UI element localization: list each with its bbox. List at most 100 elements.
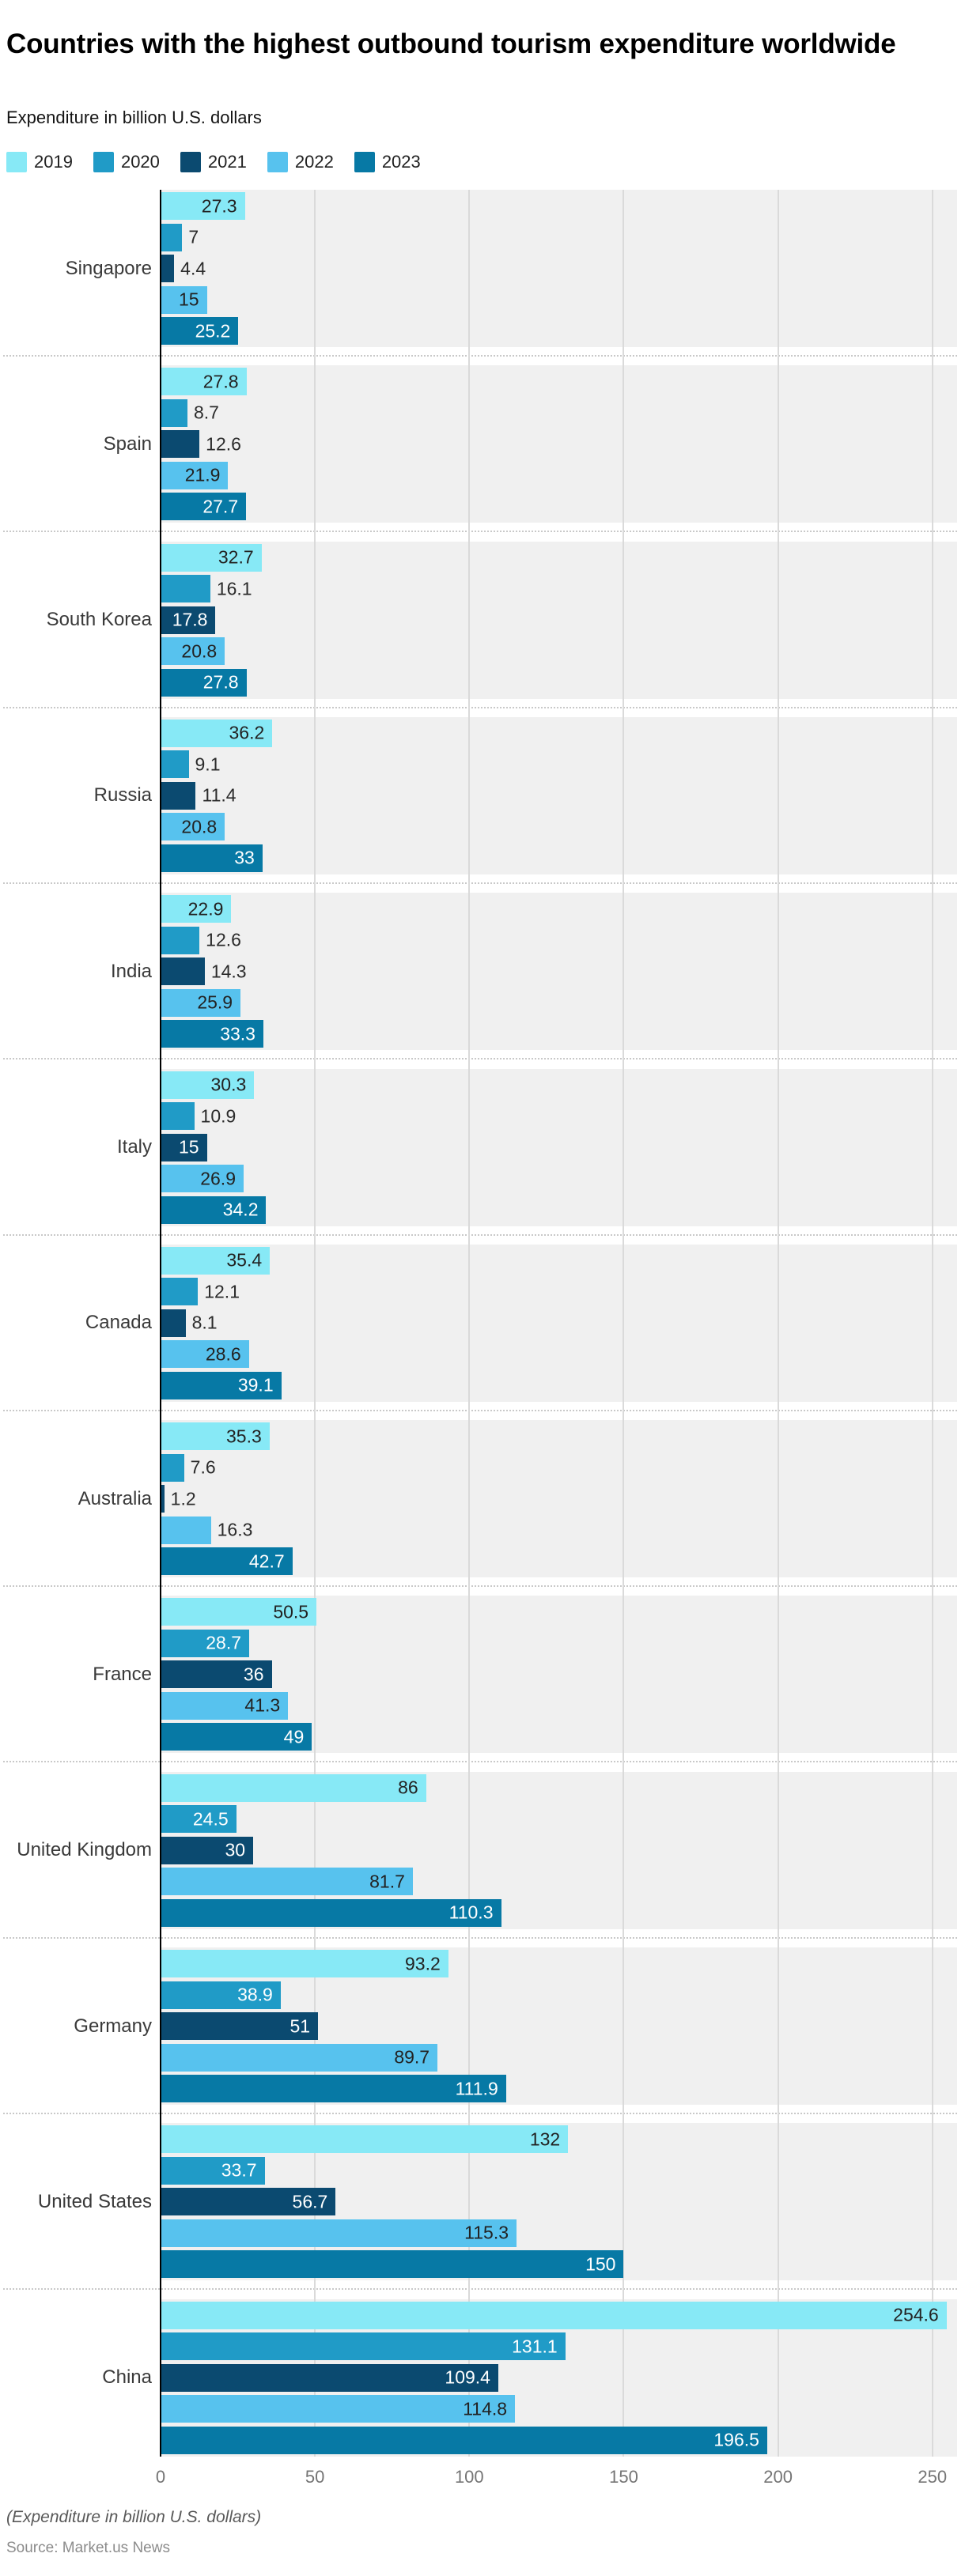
bar-canada-2021[interactable]: 8.1 [161, 1309, 218, 1337]
bar-canada-2020[interactable]: 12.1 [161, 1278, 240, 1306]
bar-china-2023[interactable]: 196.5 [161, 2426, 767, 2454]
bar-south-korea-2022[interactable]: 20.8 [161, 637, 225, 666]
bar-germany-2022[interactable]: 89.7 [161, 2043, 438, 2072]
bar-value-label: 150 [585, 2253, 616, 2275]
bar-value-label: 7 [188, 226, 199, 247]
bar-singapore-2021[interactable]: 4.4 [161, 255, 206, 282]
bar-united-kingdom-2019[interactable]: 86 [161, 1773, 426, 1802]
bar-united-kingdom-2020[interactable]: 24.5 [161, 1805, 237, 1834]
legend-item-2021[interactable]: 2021 [180, 152, 247, 172]
bar-united-kingdom-2023[interactable]: 110.3 [161, 1898, 501, 1927]
bar-italy-2020[interactable]: 10.9 [161, 1102, 236, 1130]
category-label-italy: Italy [116, 1136, 152, 1158]
bar-germany-2023[interactable]: 111.9 [161, 2075, 506, 2102]
bar-spain-2023[interactable]: 27.7 [161, 493, 247, 521]
bar-india-2019[interactable]: 22.9 [161, 895, 232, 924]
bar-united-states-2022[interactable]: 115.3 [161, 2219, 517, 2247]
bar-south-korea-2021[interactable]: 17.8 [161, 606, 216, 634]
bar-canada-2023[interactable]: 39.1 [161, 1371, 282, 1399]
bar-value-label: 35.3 [226, 1426, 262, 1447]
bar-united-kingdom-2022[interactable]: 81.7 [161, 1868, 413, 1896]
category-separator [3, 2288, 957, 2291]
bar-canada-2019[interactable]: 35.4 [161, 1246, 271, 1275]
bar-value-label: 27.7 [202, 496, 239, 517]
bar-south-korea-2019[interactable]: 32.7 [161, 543, 262, 572]
bar-united-kingdom-2021[interactable]: 30 [161, 1836, 254, 1864]
bar-singapore-2022[interactable]: 15 [161, 285, 207, 314]
bar-india-2021[interactable]: 14.3 [161, 958, 247, 986]
chart-title: Countries with the highest outbound tour… [6, 28, 896, 60]
bar-india-2020[interactable]: 12.6 [161, 926, 241, 954]
bar-singapore-2020[interactable]: 7 [161, 223, 199, 251]
bar-france-2019[interactable]: 50.5 [161, 1598, 317, 1626]
bar-italy-2022[interactable]: 26.9 [161, 1165, 244, 1192]
bar-india-2023[interactable]: 33.3 [161, 1020, 263, 1048]
bar-spain-2021[interactable]: 12.6 [161, 430, 241, 459]
bar-south-korea-2020[interactable]: 16.1 [161, 575, 252, 603]
bar-france-2023[interactable]: 49 [161, 1723, 312, 1751]
bar-france-2022[interactable]: 41.3 [161, 1691, 289, 1720]
bar-germany-2021[interactable]: 51 [161, 2012, 319, 2040]
category-separator [3, 1409, 957, 1411]
legend-item-2020[interactable]: 2020 [93, 152, 160, 172]
bar-italy-2023[interactable]: 34.2 [161, 1195, 267, 1224]
bar-italy-2021[interactable]: 15 [161, 1133, 207, 1161]
bar-value-label: 36.2 [229, 722, 265, 743]
bar-value-label: 1.2 [170, 1488, 196, 1509]
bar-value-label: 41.3 [244, 1694, 281, 1716]
bar-united-states-2019[interactable]: 132 [161, 2125, 569, 2154]
bar-australia-2021[interactable]: 1.2 [161, 1485, 196, 1513]
bar-value-label: 32.7 [218, 546, 254, 568]
bar-china-2019[interactable]: 254.6 [161, 2301, 947, 2329]
bar-united-states-2023[interactable]: 150 [161, 2250, 624, 2279]
legend-label: 2019 [34, 152, 73, 172]
bar-south-korea-2023[interactable]: 27.8 [161, 668, 247, 697]
bar-value-label: 35.4 [226, 1249, 263, 1271]
bar-france-2020[interactable]: 28.7 [161, 1629, 250, 1657]
legend-item-2019[interactable]: 2019 [6, 152, 73, 172]
bar-value-label: 196.5 [713, 2429, 759, 2450]
bar-value-label: 132 [529, 2128, 561, 2150]
bar-value-label: 33.7 [221, 2159, 257, 2181]
x-tick-label-250: 250 [918, 2466, 948, 2487]
bar-italy-2019[interactable]: 30.3 [161, 1071, 255, 1099]
bar-value-label: 27.8 [202, 671, 239, 693]
category-band-singapore [161, 190, 957, 347]
bar-india-2022[interactable]: 25.9 [161, 988, 241, 1017]
bar-australia-2023[interactable]: 42.7 [161, 1547, 293, 1576]
bar-spain-2019[interactable]: 27.8 [161, 368, 247, 396]
bar-spain-2022[interactable]: 21.9 [161, 461, 229, 489]
bar-value-label: 34.2 [222, 1199, 259, 1220]
bar-france-2021[interactable]: 36 [161, 1660, 272, 1689]
gridline-250 [931, 190, 933, 2457]
bar-value-label: 10.9 [200, 1105, 237, 1126]
bar-value-label: 12.6 [206, 929, 241, 950]
bar-russia-2021[interactable]: 11.4 [161, 781, 237, 810]
bar-russia-2020[interactable]: 9.1 [161, 750, 221, 779]
bar-value-label: 26.9 [200, 1168, 236, 1188]
legend-item-2022[interactable]: 2022 [267, 152, 334, 172]
bar-russia-2019[interactable]: 36.2 [161, 719, 273, 747]
bar-russia-2022[interactable]: 20.8 [161, 813, 225, 841]
bar-united-states-2021[interactable]: 56.7 [161, 2188, 336, 2216]
bar-singapore-2019[interactable]: 27.3 [161, 192, 245, 220]
x-tick-label-50: 50 [305, 2466, 325, 2487]
bar-value-label: 16.1 [216, 578, 252, 599]
bar-value-label: 115.3 [464, 2222, 509, 2243]
bar-canada-2022[interactable]: 28.6 [161, 1340, 249, 1369]
bar-spain-2020[interactable]: 8.7 [161, 398, 219, 427]
bar-australia-2020[interactable]: 7.6 [161, 1453, 216, 1482]
legend-item-2023[interactable]: 2023 [354, 152, 421, 172]
bar-value-label: 25.9 [197, 991, 233, 1013]
bar-singapore-2023[interactable]: 25.2 [161, 317, 239, 345]
category-label-russia: Russia [93, 784, 152, 806]
bar-australia-2019[interactable]: 35.3 [161, 1422, 270, 1451]
bar-united-states-2020[interactable]: 33.7 [161, 2156, 265, 2185]
bar-russia-2023[interactable]: 33 [161, 844, 263, 872]
bar-germany-2020[interactable]: 38.9 [161, 1981, 281, 2009]
bar-china-2022[interactable]: 114.8 [161, 2395, 516, 2423]
bar-china-2021[interactable]: 109.4 [161, 2363, 498, 2392]
bar-germany-2019[interactable]: 93.2 [161, 1950, 448, 1977]
bar-australia-2022[interactable]: 16.3 [161, 1516, 252, 1544]
bar-china-2020[interactable]: 131.1 [161, 2332, 566, 2361]
